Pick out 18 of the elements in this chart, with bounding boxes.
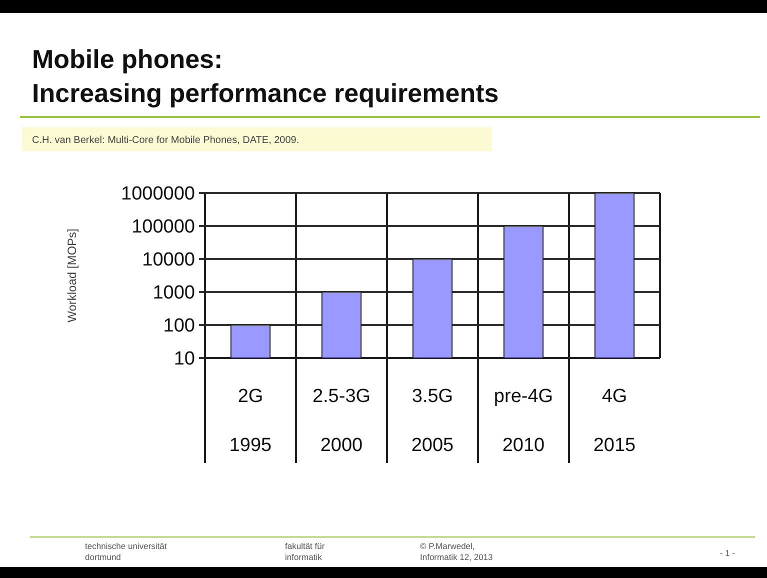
- y-tick-label: 10000: [142, 250, 195, 271]
- chart-title: Mobile phones: Increasing performance requirements: [32, 44, 499, 108]
- category-label: pre-4G 2010: [494, 386, 554, 456]
- category-label: 3.5G 2005: [411, 386, 454, 456]
- y-tick-label: 1000000: [121, 184, 195, 205]
- y-tick-label: 1000: [152, 282, 195, 304]
- text: © P.Marwedel, Informatik 12, 2013: [420, 541, 494, 562]
- text: fakultät für informatik: [285, 541, 325, 562]
- chart-subtitle: C.H. van Berkel: Multi-Core for Mobile Phones, DATE, 2009.: [32, 135, 300, 146]
- category-label: 4G 2015: [593, 386, 636, 456]
- category-label: 2G 1995: [229, 386, 272, 456]
- text: technische universität dortmund: [85, 541, 168, 562]
- text: - 1 -: [720, 548, 736, 558]
- y-tick-label: 100: [163, 316, 195, 337]
- y-axis-title: Workload [MOPs]: [65, 228, 79, 322]
- category-label: 2.5-3G 2000: [312, 386, 371, 456]
- y-tick-label: 10: [174, 348, 195, 370]
- y-tick-label: 100000: [132, 216, 195, 238]
